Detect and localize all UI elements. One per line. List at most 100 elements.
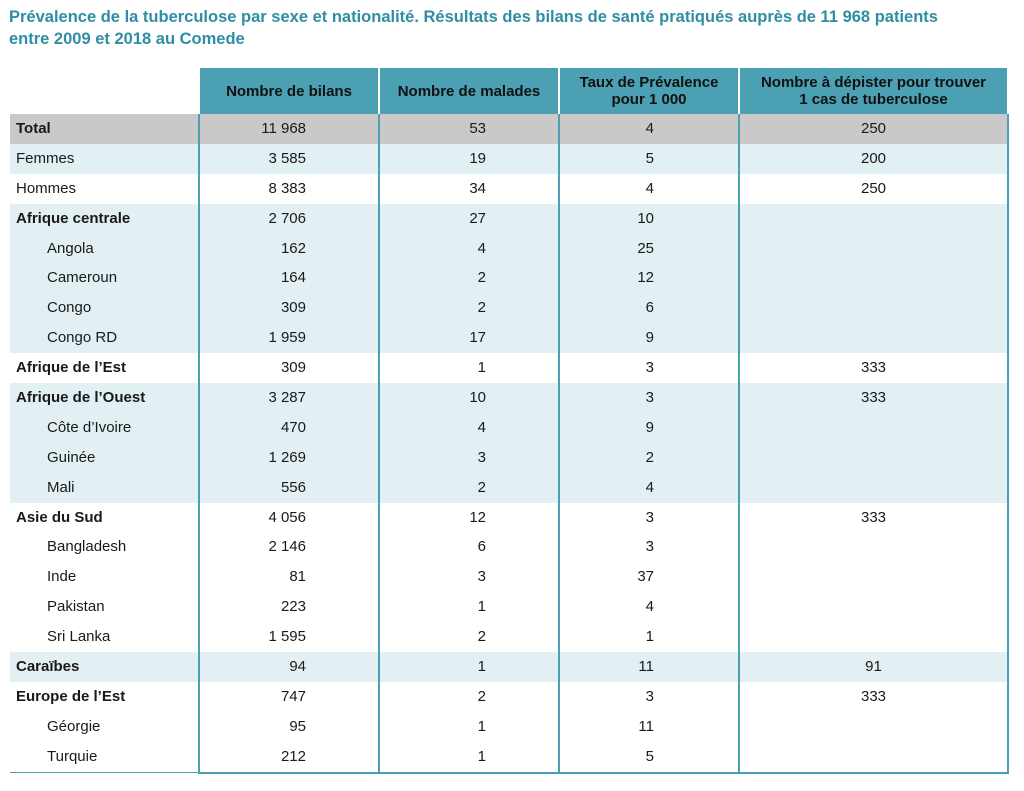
cell-nombre-de-bilans: 8 383 xyxy=(198,173,379,204)
cell-nombre-de-malades: 34 xyxy=(378,173,559,204)
cell-nombre-de-bilans: 11 968 xyxy=(198,114,379,144)
cell-nombre-a-depister xyxy=(738,711,1009,742)
cell-nombre-a-depister xyxy=(738,293,1009,324)
cell-taux-de-prevalence: 5 xyxy=(558,741,739,774)
row-label: Congo RD xyxy=(10,323,199,354)
table-row: Mali 556 2 4 xyxy=(10,472,1009,503)
row-label: Mali xyxy=(10,472,199,503)
cell-nombre-de-malades: 1 xyxy=(378,353,559,384)
row-label: Caraïbes xyxy=(10,652,199,682)
cell-nombre-a-depister xyxy=(738,233,1009,264)
cell-nombre-de-bilans: 747 xyxy=(198,681,379,712)
cell-nombre-de-bilans: 470 xyxy=(198,412,379,443)
table-row: Congo 309 2 6 xyxy=(10,293,1009,324)
table-header-row: Nombre de bilans Nombre de malades Taux … xyxy=(10,68,1009,114)
table-body: Total 11 968 53 4 250 Femmes 3 585 19 5 200 Hommes… xyxy=(10,114,1009,774)
cell-nombre-de-malades: 53 xyxy=(378,114,559,144)
cell-nombre-a-depister xyxy=(738,203,1009,234)
cell-nombre-a-depister xyxy=(738,412,1009,443)
header-blank-cell xyxy=(10,68,199,114)
cell-nombre-de-bilans: 1 595 xyxy=(198,622,379,653)
cell-nombre-a-depister xyxy=(738,622,1009,653)
cell-taux-de-prevalence: 25 xyxy=(558,233,739,264)
table-title: Prévalence de la tuberculose par sexe et… xyxy=(9,6,1009,50)
cell-nombre-de-malades: 2 xyxy=(378,263,559,294)
header-label: Nombre de bilans xyxy=(226,82,352,100)
table-row: Bangladesh 2 146 6 3 xyxy=(10,532,1009,563)
table-row: Congo RD 1 959 17 9 xyxy=(10,323,1009,354)
cell-nombre-de-bilans: 2 146 xyxy=(198,532,379,563)
row-label: Cameroun xyxy=(10,263,199,294)
cell-nombre-a-depister xyxy=(738,263,1009,294)
row-label: Asie du Sud xyxy=(10,502,199,533)
cell-taux-de-prevalence: 6 xyxy=(558,293,739,324)
cell-nombre-de-bilans: 223 xyxy=(198,592,379,623)
cell-nombre-de-bilans: 162 xyxy=(198,233,379,264)
cell-nombre-de-malades: 6 xyxy=(378,532,559,563)
row-label: Total xyxy=(10,114,199,144)
row-label: Turquie xyxy=(10,741,199,774)
cell-nombre-a-depister xyxy=(738,442,1009,473)
cell-nombre-de-bilans: 556 xyxy=(198,472,379,503)
cell-nombre-de-bilans: 95 xyxy=(198,711,379,742)
cell-nombre-de-malades: 1 xyxy=(378,741,559,774)
row-label: Congo xyxy=(10,293,199,324)
cell-nombre-a-depister xyxy=(738,532,1009,563)
cell-taux-de-prevalence: 4 xyxy=(558,173,739,204)
cell-taux-de-prevalence: 4 xyxy=(558,114,739,144)
row-label: Afrique centrale xyxy=(10,203,199,234)
row-label: Afrique de l’Est xyxy=(10,353,199,384)
cell-taux-de-prevalence: 37 xyxy=(558,562,739,593)
row-label: Hommes xyxy=(10,173,199,204)
cell-nombre-de-malades: 2 xyxy=(378,622,559,653)
row-label: Guinée xyxy=(10,442,199,473)
table-row: Europe de l’Est 747 2 3 333 xyxy=(10,681,1009,712)
cell-nombre-de-bilans: 2 706 xyxy=(198,203,379,234)
row-label: Bangladesh xyxy=(10,532,199,563)
cell-nombre-de-bilans: 4 056 xyxy=(198,502,379,533)
cell-nombre-a-depister xyxy=(738,323,1009,354)
table-title-line-2: entre 2009 et 2018 au Comede xyxy=(9,30,245,48)
cell-taux-de-prevalence: 3 xyxy=(558,681,739,712)
cell-nombre-de-bilans: 1 959 xyxy=(198,323,379,354)
cell-nombre-de-bilans: 81 xyxy=(198,562,379,593)
cell-taux-de-prevalence: 3 xyxy=(558,353,739,384)
cell-taux-de-prevalence: 3 xyxy=(558,532,739,563)
cell-nombre-a-depister: 333 xyxy=(738,353,1009,384)
table-row: Afrique de l’Est 309 1 3 333 xyxy=(10,353,1009,384)
table-row: Guinée 1 269 3 2 xyxy=(10,442,1009,473)
row-label: Femmes xyxy=(10,143,199,174)
cell-taux-de-prevalence: 11 xyxy=(558,652,739,682)
cell-nombre-a-depister: 333 xyxy=(738,502,1009,533)
cell-nombre-de-malades: 3 xyxy=(378,562,559,593)
table-row: Afrique centrale 2 706 27 10 xyxy=(10,203,1009,234)
table-title-line-1: Prévalence de la tuberculose par sexe et… xyxy=(9,8,938,26)
cell-nombre-a-depister: 250 xyxy=(738,114,1009,144)
header-label: Nombre à dépister pour trouver 1 cas de t… xyxy=(760,74,987,108)
table-row: Hommes 8 383 34 4 250 xyxy=(10,173,1009,204)
cell-nombre-a-depister xyxy=(738,741,1009,774)
table-row: Géorgie 95 1 11 xyxy=(10,711,1009,742)
cell-nombre-a-depister xyxy=(738,472,1009,503)
cell-nombre-de-malades: 2 xyxy=(378,472,559,503)
row-label: Angola xyxy=(10,233,199,264)
row-label: Sri Lanka xyxy=(10,622,199,653)
cell-nombre-de-bilans: 3 585 xyxy=(198,143,379,174)
cell-nombre-de-bilans: 309 xyxy=(198,293,379,324)
cell-nombre-de-bilans: 212 xyxy=(198,741,379,774)
cell-taux-de-prevalence: 11 xyxy=(558,711,739,742)
cell-nombre-de-bilans: 309 xyxy=(198,353,379,384)
cell-taux-de-prevalence: 5 xyxy=(558,143,739,174)
cell-nombre-a-depister: 91 xyxy=(738,652,1009,682)
cell-nombre-de-malades: 10 xyxy=(378,383,559,413)
cell-taux-de-prevalence: 4 xyxy=(558,592,739,623)
cell-nombre-de-bilans: 94 xyxy=(198,652,379,682)
cell-nombre-de-malades: 4 xyxy=(378,412,559,443)
cell-nombre-de-bilans: 3 287 xyxy=(198,383,379,413)
cell-taux-de-prevalence: 10 xyxy=(558,203,739,234)
cell-taux-de-prevalence: 3 xyxy=(558,502,739,533)
cell-nombre-de-bilans: 1 269 xyxy=(198,442,379,473)
cell-nombre-de-malades: 17 xyxy=(378,323,559,354)
tuberculosis-prevalence-table: Nombre de bilans Nombre de malades Taux … xyxy=(10,68,1009,774)
row-label: Inde xyxy=(10,562,199,593)
